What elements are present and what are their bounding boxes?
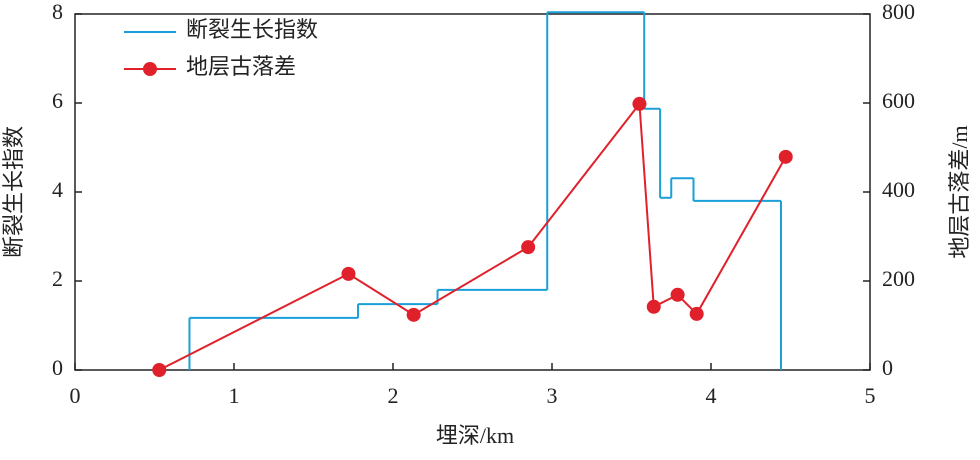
legend-label: 断裂生长指数 <box>186 17 318 42</box>
x-tick-label: 1 <box>229 383 240 408</box>
y-tick-label: 4 <box>52 177 63 202</box>
data-point <box>521 240 536 255</box>
y-tick-label: 8 <box>52 0 63 24</box>
x-tick-label: 2 <box>388 383 399 408</box>
data-line <box>158 101 787 371</box>
y-tick-label: 0 <box>52 355 63 380</box>
y2-tick-label: 200 <box>882 266 915 291</box>
y2-tick-label: 600 <box>882 88 915 113</box>
data-point <box>632 96 647 111</box>
y2-tick-label: 0 <box>882 355 893 380</box>
data-point <box>646 299 661 314</box>
data-point <box>670 287 685 302</box>
x-tick-label: 5 <box>865 383 876 408</box>
y2-tick-label: 400 <box>882 177 915 202</box>
legend-marker <box>143 62 157 76</box>
data-point <box>152 363 167 377</box>
data-point <box>689 306 704 321</box>
y-tick-label: 2 <box>52 266 63 291</box>
y2-axis-label: 地层古落差/m <box>947 125 972 258</box>
data-point <box>406 307 421 322</box>
x-tick-label: 3 <box>547 383 558 408</box>
y-tick-label: 6 <box>52 88 63 113</box>
x-axis-label: 埋深/km <box>436 423 514 448</box>
x-tick-label: 4 <box>706 383 717 408</box>
data-point <box>778 149 793 164</box>
data-point <box>341 266 356 281</box>
legend-label: 地层古落差 <box>186 54 296 79</box>
y-axis-label: 断裂生长指数 <box>1 126 26 258</box>
y2-tick-label: 800 <box>882 0 915 24</box>
x-tick-label: 0 <box>70 383 81 408</box>
